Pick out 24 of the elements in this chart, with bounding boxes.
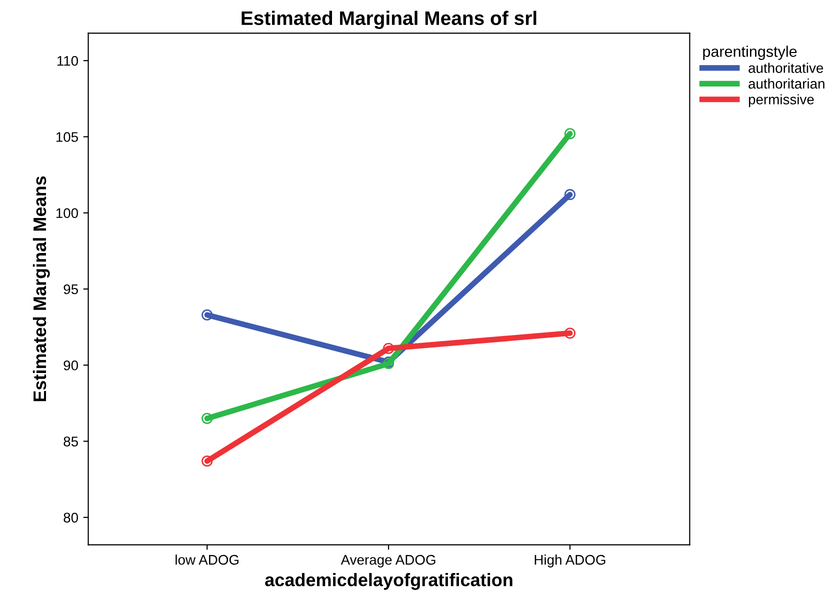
point (202, 456, 213, 467)
x-axis-title: academicdelayofgratification (265, 573, 512, 590)
x-tick-label: Average ADOG (340, 554, 436, 568)
y-axis-title: Estimated Marginal Means (32, 176, 50, 402)
legend-label: permissive (748, 94, 814, 108)
point (382, 342, 394, 354)
point (564, 128, 576, 140)
x-tick-label: High ADOG (534, 554, 606, 568)
legend-title: parentingstyle (703, 46, 797, 60)
y-tick-label: 80 (64, 512, 78, 523)
y-tick-label: 85 (64, 436, 78, 446)
point (202, 412, 213, 424)
y-tick-label: 90 (64, 360, 78, 370)
y-tick-label: 110 (57, 56, 78, 66)
y-tick-label: 100 (56, 208, 78, 218)
legend-label: authoritative (748, 62, 824, 73)
point (202, 309, 213, 320)
y-tick-label: 105 (56, 132, 78, 142)
chart-title: Estimated Marginal Means of srl (242, 10, 536, 30)
point (564, 328, 576, 339)
y-tick-label: 95 (64, 284, 78, 294)
point (564, 189, 576, 200)
x-tick-label: low ADOG (176, 554, 238, 565)
legend-label: authoritarian (748, 78, 824, 89)
